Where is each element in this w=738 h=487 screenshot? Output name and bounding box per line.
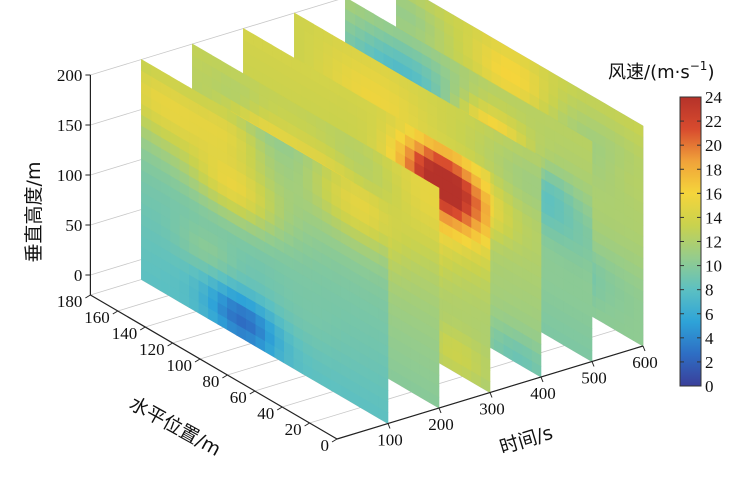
slice-cell: [192, 43, 203, 62]
x-tick-mark: [249, 390, 256, 395]
x-tick-label: 160: [84, 308, 110, 327]
axis-layer: 0204060801001201401601801002003004005006…: [57, 66, 658, 455]
x-tick-label: 100: [167, 356, 193, 375]
slice-cell: [141, 58, 152, 77]
x-tick-label: 120: [139, 340, 165, 359]
x-tick-mark: [331, 438, 338, 443]
x-tick-label: 180: [57, 292, 83, 311]
colorbar-tick-label: 20: [705, 136, 722, 155]
colorbar-tick-label: 10: [705, 257, 722, 276]
x-tick-label: 20: [285, 420, 302, 439]
colorbar-tick-label: 8: [705, 281, 714, 300]
x-tick-mark: [139, 326, 146, 331]
slice-t100: [141, 58, 389, 425]
slice-cell: [405, 0, 416, 16]
colorbar-tick-label: 14: [705, 208, 723, 227]
y-tick-label: 200: [428, 415, 454, 434]
x-tick-mark: [85, 294, 91, 299]
slice-cell: [294, 12, 305, 31]
axis-line: [90, 294, 338, 440]
x-tick-mark: [112, 310, 119, 315]
y-tick-label: 400: [530, 384, 556, 403]
y-tick-label: 100: [377, 431, 403, 450]
y-tick-mark: [540, 376, 544, 383]
slice-cell: [415, 0, 426, 11]
slice-cell: [345, 0, 356, 15]
colorbar-title-exp: −1: [690, 59, 708, 73]
z-tick-label: 0: [74, 266, 83, 285]
colorbar-tick-label: 18: [705, 160, 722, 179]
slice-cell: [424, 0, 435, 16]
y-tick-mark: [387, 423, 391, 429]
y-tick-mark: [489, 392, 493, 398]
x-tick-mark: [167, 342, 173, 347]
colorbar-title-main: 风速/(m·s: [608, 62, 690, 83]
colorbar-tick-label: 24: [705, 88, 723, 107]
colorbar-title: 风速/(m·s−1): [608, 59, 714, 83]
x-axis-label: 水平位置/m: [125, 393, 224, 461]
x-tick-label: 40: [257, 404, 274, 423]
colorbar-tick-label: 22: [705, 112, 722, 131]
z-tick-label: 50: [65, 216, 82, 235]
x-tick-mark: [304, 422, 310, 427]
x-tick-mark: [194, 358, 201, 363]
y-tick-mark: [438, 407, 442, 414]
colorbar-tick-label: 16: [705, 184, 722, 203]
y-tick-label: 600: [632, 353, 658, 372]
slice-cell: [243, 27, 254, 46]
y-tick-mark: [591, 361, 595, 367]
x-tick-label: 0: [321, 436, 330, 455]
z-tick-label: 200: [57, 66, 83, 85]
z-tick-label: 100: [57, 166, 83, 185]
z-axis-label: 垂直高度/m: [23, 162, 45, 263]
y-axis-label: 时间/s: [497, 422, 555, 459]
z-tick-label: 150: [57, 116, 83, 135]
slice-cell: [396, 0, 407, 11]
x-tick-label: 140: [112, 324, 138, 343]
colorbar-tick-label: 6: [705, 305, 714, 324]
y-tick-mark: [642, 345, 646, 352]
slice-cell: [407, 0, 416, 5]
x-tick-label: 80: [202, 372, 219, 391]
colorbar-title-end: ): [707, 62, 714, 83]
x-tick-label: 60: [230, 388, 247, 407]
x-tick-mark: [276, 406, 283, 411]
y-tick-label: 300: [479, 400, 505, 419]
colorbar-tick-label: 2: [705, 353, 714, 372]
y-tick-label: 500: [581, 369, 607, 388]
colorbar-tick-label: 12: [705, 233, 722, 252]
colorbar-tick-label: 0: [705, 377, 714, 396]
slice-layer: [141, 0, 644, 425]
x-tick-mark: [222, 374, 228, 379]
colorbar-tick-label: 4: [705, 329, 714, 348]
